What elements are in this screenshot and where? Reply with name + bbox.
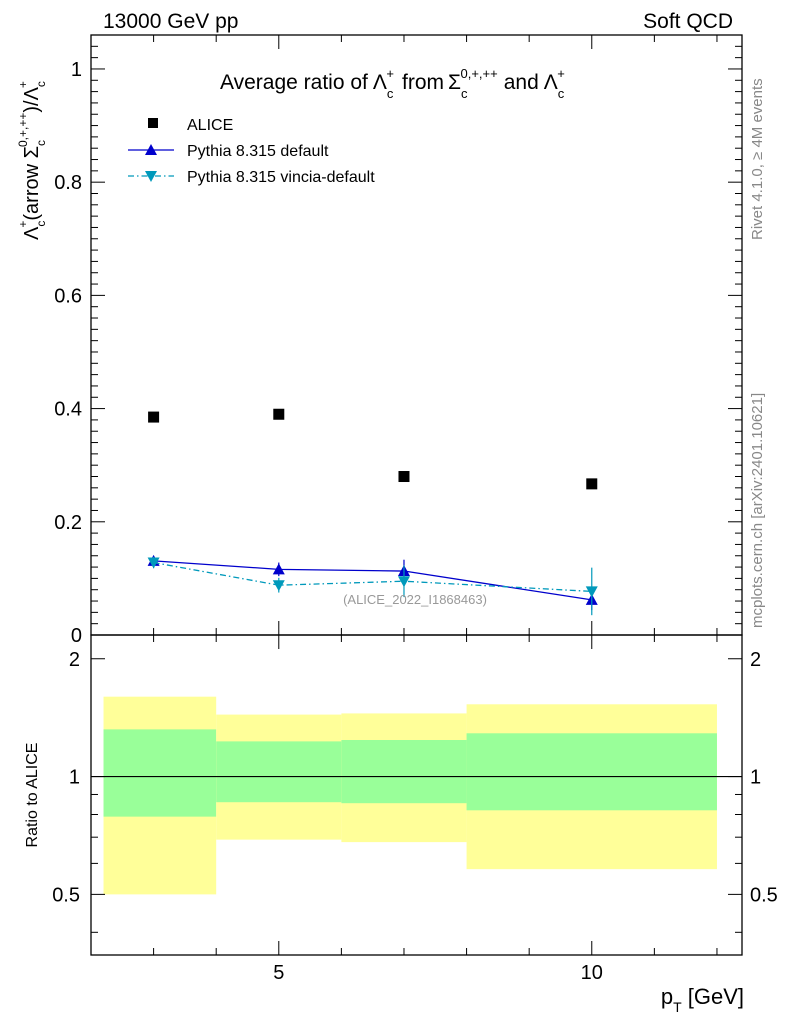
default-point xyxy=(272,563,285,575)
vincia-point xyxy=(397,576,410,588)
ratio-band-inner-1 xyxy=(216,741,342,803)
analysis-annotation: (ALICE_2022_I1868463) xyxy=(343,592,487,607)
ratio-plot-frame xyxy=(90,634,743,956)
ratio-band-inner-3 xyxy=(466,733,717,811)
x-tick-label: 5 xyxy=(273,962,284,984)
ratio-y-tick-label-left: 0.5 xyxy=(52,884,80,906)
ratio-band-inner-2 xyxy=(341,740,467,804)
vincia-line xyxy=(153,561,592,593)
x-tick-label: 10 xyxy=(581,962,603,984)
y-tick-label: 0.2 xyxy=(54,512,82,534)
y-axis-label: Λc+(arrow Σc0,+,++)/Λc+ xyxy=(16,81,48,240)
legend-marker-vincia xyxy=(145,171,157,182)
y-tick-label: 0.8 xyxy=(54,172,82,194)
alice-point xyxy=(398,471,410,483)
ratio-y-axis-label: Ratio to ALICE xyxy=(24,743,41,848)
ratio-y-tick-label-right: 1 xyxy=(750,767,761,789)
collision-label: 13000 GeV pp xyxy=(103,10,238,33)
ratio-bands xyxy=(103,696,717,895)
legend-label-vincia: Pythia 8.315 vincia-default xyxy=(187,169,375,186)
legend-marker-alice xyxy=(148,118,158,128)
y-tick-label: 1 xyxy=(71,59,82,81)
vincia-point xyxy=(272,580,285,592)
y-tick-label: 0.4 xyxy=(54,399,82,421)
ratio-band-inner-0 xyxy=(103,729,217,817)
alice-point xyxy=(586,478,598,490)
alice-point xyxy=(148,411,160,423)
ratio-y-tick-label-left: 2 xyxy=(69,649,80,671)
legend-label-default: Pythia 8.315 default xyxy=(187,143,329,160)
chart-title: Average ratio of Λc+ from Σc0,+,++ and Λc+ xyxy=(220,66,565,101)
rivet-version-label: Rivet 4.1.0, ≥ 4M events xyxy=(749,78,766,240)
x-axis-label: pT [GeV] xyxy=(661,984,744,1015)
y-tick-label: 0.6 xyxy=(54,285,82,307)
tick-labels: 0 0.2 0.4 0.6 0.8 1 0.5 0.5 1 1 2 2 5 10 xyxy=(52,59,778,984)
ratio-y-tick-label-right: 2 xyxy=(750,649,761,671)
vincia-point xyxy=(147,557,160,569)
y-tick-label: 0 xyxy=(71,625,82,647)
series-pythia-vincia xyxy=(147,556,598,616)
ratio-y-tick-label-left: 1 xyxy=(69,767,80,789)
legend-marker-default xyxy=(145,144,157,155)
series-alice xyxy=(148,408,598,490)
ratio-y-tick-label-right: 0.5 xyxy=(750,884,778,906)
legend: ALICE Pythia 8.315 default Pythia 8.315 … xyxy=(128,117,375,186)
vincia-point xyxy=(585,586,598,598)
process-label: Soft QCD xyxy=(643,10,733,33)
legend-label-alice: ALICE xyxy=(187,117,233,134)
axis-ticks xyxy=(90,35,742,955)
alice-point xyxy=(273,408,285,420)
default-line xyxy=(153,560,592,601)
mcplots-label: mcplots.cern.ch [arXiv:2401.10621] xyxy=(749,393,766,628)
